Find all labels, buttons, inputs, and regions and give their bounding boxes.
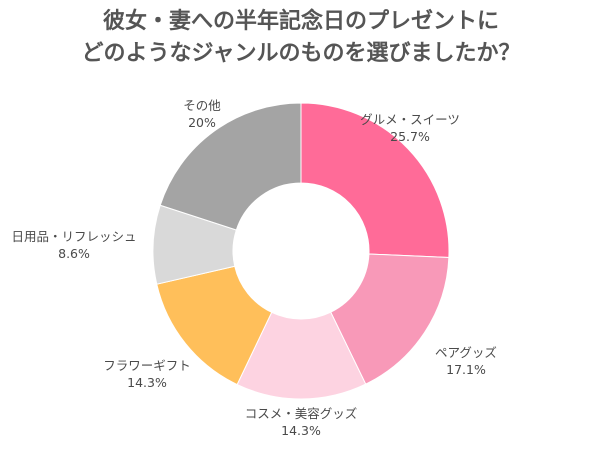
slice-label-cosmetics-value: 14.3% <box>281 423 321 438</box>
slice-cosmetics <box>236 311 367 400</box>
slice-label-daily-goods-name: 日用品・リフレッシュ <box>11 229 137 244</box>
slice-label-flower-gift-value: 14.3% <box>127 375 167 390</box>
chart-title-line-1: 彼女・妻への半年記念日のプレゼントに <box>102 9 499 34</box>
slice-label-pair-goods-name: ペアグッズ <box>435 345 497 360</box>
slice-label-daily-goods: 日用品・リフレッシュ 8.6% <box>11 228 136 262</box>
donut-slices <box>152 102 450 400</box>
slice-other <box>159 102 302 231</box>
slice-label-gourmet-name: グルメ・スイーツ <box>360 112 460 127</box>
slice-label-flower-gift: フラワーギフト 14.3% <box>103 357 191 391</box>
slice-label-cosmetics: コスメ・美容グッズ 14.3% <box>245 405 358 439</box>
slice-pair-goods <box>330 253 450 385</box>
slice-label-flower-gift-name: フラワーギフト <box>103 358 191 373</box>
slice-flower-gift <box>156 265 273 386</box>
slice-label-other-value: 20% <box>188 115 216 130</box>
slice-label-cosmetics-name: コスメ・美容グッズ <box>244 406 358 421</box>
slice-label-pair-goods-value: 17.1% <box>446 362 486 377</box>
slice-label-other-name: その他 <box>183 98 221 113</box>
slice-label-gourmet: グルメ・スイーツ 25.7% <box>360 111 460 145</box>
slice-label-gourmet-value: 25.7% <box>390 129 430 144</box>
chart-title-line-2: どのようなジャンルのものを選びましたか？ <box>81 41 521 66</box>
slice-label-daily-goods-value: 8.6% <box>58 246 90 261</box>
slice-gourmet <box>300 102 450 259</box>
slice-label-other: その他 20% <box>183 97 221 131</box>
chart-title: 彼女・妻への半年記念日のプレゼントに どのようなジャンルのものを選びましたか？ <box>0 6 602 70</box>
slice-label-pair-goods: ペアグッズ 17.1% <box>435 344 497 378</box>
